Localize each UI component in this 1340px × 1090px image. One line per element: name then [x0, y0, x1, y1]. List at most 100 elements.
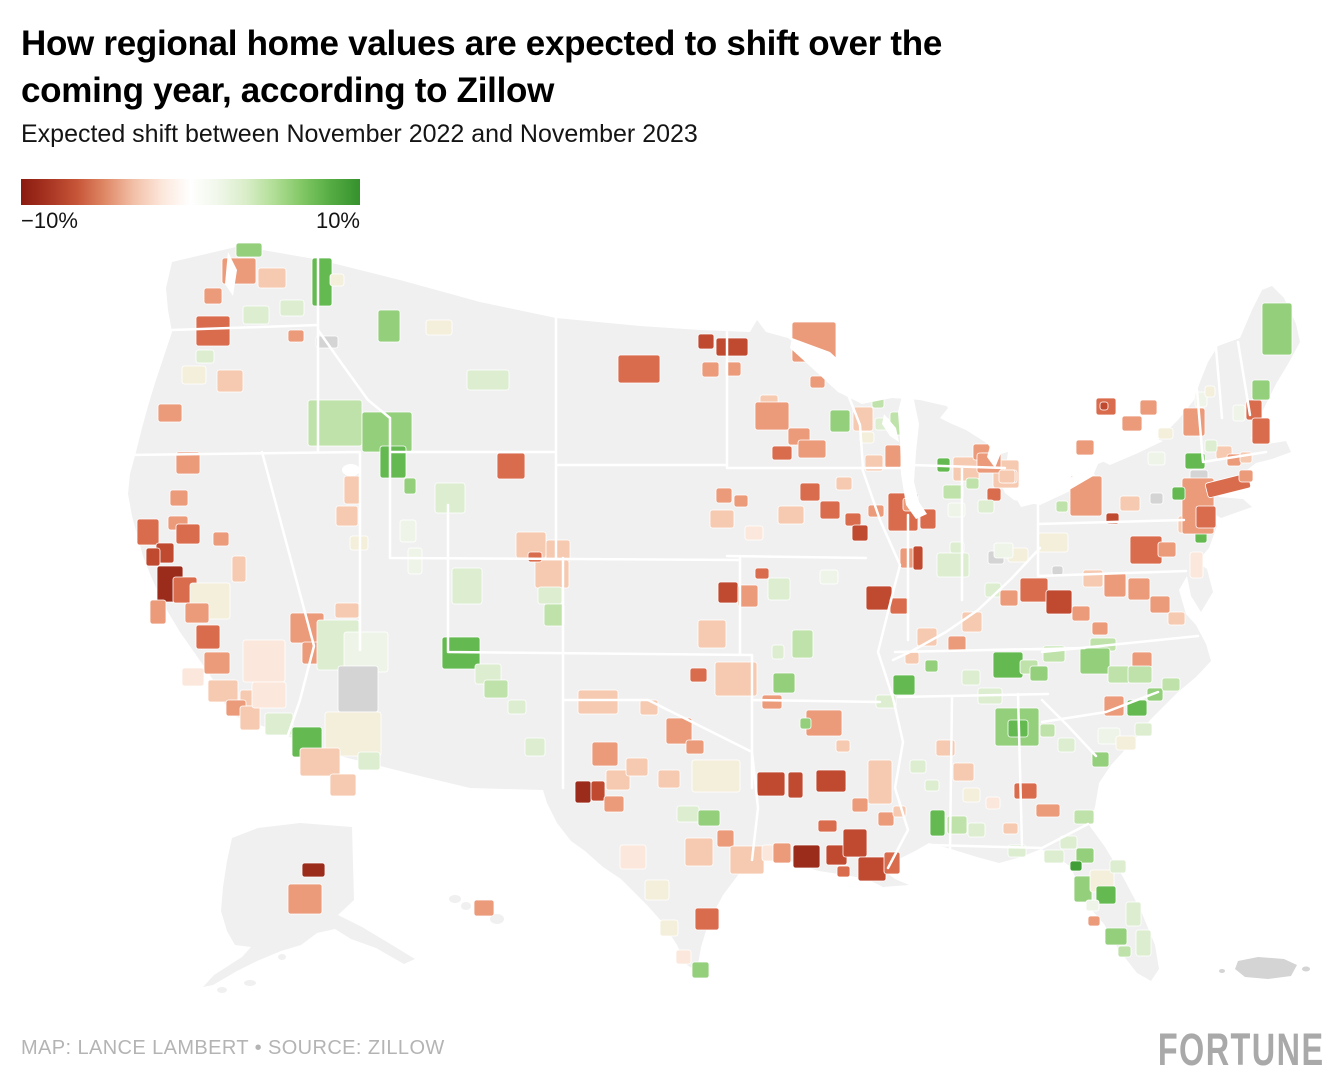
title-line-2: coming year, according to Zillow	[21, 71, 555, 110]
metro-region	[1043, 849, 1065, 864]
metro-region	[1019, 577, 1049, 603]
metro-region	[952, 456, 980, 482]
metro-region	[212, 531, 230, 547]
metro-region	[809, 375, 826, 389]
metro-region	[625, 757, 649, 777]
metro-region	[1059, 835, 1078, 850]
metro-region	[207, 679, 239, 703]
metro-region	[1157, 427, 1174, 440]
water-layer	[225, 252, 1163, 519]
metro-region	[717, 581, 739, 604]
metro-region	[329, 773, 357, 797]
metro-region	[1129, 535, 1163, 565]
metro-region	[1139, 399, 1158, 416]
metro-region	[1091, 621, 1109, 636]
metro-region	[287, 883, 323, 915]
metro-region	[574, 780, 592, 804]
metro-region	[929, 809, 946, 837]
metro-region	[1002, 822, 1019, 835]
metro-region	[754, 567, 770, 580]
metro-region	[805, 709, 843, 737]
metro-region	[175, 523, 201, 545]
metro-region	[195, 349, 215, 364]
metro-region	[884, 444, 902, 469]
great-salt-lake	[342, 464, 360, 476]
metro-region	[689, 667, 708, 683]
metro-region	[877, 811, 895, 827]
metro-region	[961, 669, 981, 686]
legend-labels: −10% 10%	[21, 208, 360, 234]
metro-region	[685, 739, 705, 755]
metro-region	[799, 482, 821, 502]
hawaii-island	[490, 914, 504, 924]
metro-region	[817, 819, 838, 833]
hawaii-island	[461, 902, 471, 910]
metro-region	[1157, 541, 1177, 558]
metro-region	[1232, 404, 1246, 422]
metro-region	[1119, 495, 1141, 512]
metro-region	[483, 679, 509, 699]
metro-region	[301, 862, 326, 878]
metro-region	[577, 689, 619, 715]
metro-region	[924, 779, 940, 792]
metro-region	[949, 541, 965, 554]
metro-region	[1251, 379, 1271, 401]
metro-region	[836, 865, 851, 878]
metro-region	[1082, 569, 1104, 588]
metro-region	[729, 845, 765, 875]
metro-region	[1069, 860, 1083, 872]
metro-region	[231, 555, 247, 583]
metro-region	[605, 769, 631, 791]
legend-max-label: 10%	[315, 208, 360, 233]
aleutian-island	[217, 987, 227, 993]
metro-region	[771, 644, 785, 660]
metro-region	[851, 797, 869, 813]
lake-erie	[1016, 467, 1095, 507]
metro-region	[1013, 782, 1038, 800]
metro-region	[1085, 899, 1100, 912]
metro-region	[1055, 500, 1069, 513]
puerto-rico-islet	[1219, 969, 1225, 973]
green-bay	[882, 414, 899, 442]
metro-region	[1204, 439, 1218, 453]
metro-region	[709, 509, 735, 529]
metro-region	[329, 273, 345, 287]
metro-region	[1075, 847, 1095, 864]
metro-region	[157, 403, 183, 423]
metro-region	[851, 524, 869, 542]
metro-region	[962, 787, 981, 803]
metro-region	[829, 409, 851, 433]
metro-region	[1167, 611, 1186, 626]
metro-region	[1109, 859, 1127, 874]
metro-region	[242, 639, 286, 683]
metro-region	[791, 629, 814, 659]
metro-region	[697, 809, 721, 827]
page-title: How regional home values are expected to…	[21, 20, 1261, 114]
metro-region	[527, 551, 543, 563]
metro-region	[337, 665, 379, 713]
metro-region	[311, 257, 333, 307]
metro-region	[977, 499, 995, 514]
metro-region	[1104, 927, 1128, 946]
metro-region	[1037, 532, 1069, 553]
metro-region	[946, 815, 968, 835]
hawaii-island	[449, 895, 461, 903]
metro-region	[1204, 385, 1216, 398]
metro-region	[343, 475, 361, 505]
metro-region	[694, 907, 720, 931]
metro-region	[787, 771, 804, 799]
metro-region	[603, 795, 625, 813]
metro-region	[819, 569, 839, 585]
metro-region	[1238, 469, 1254, 483]
metro-region	[1107, 665, 1131, 684]
legend-gradient-bar	[21, 179, 360, 205]
metro-region	[617, 354, 661, 384]
puget-sound	[225, 252, 237, 296]
metro-region	[967, 822, 986, 838]
metro-region	[1115, 735, 1137, 751]
metro-region	[737, 584, 759, 608]
metro-region	[924, 659, 939, 673]
metro-region	[507, 699, 527, 715]
metro-region	[1057, 737, 1076, 753]
